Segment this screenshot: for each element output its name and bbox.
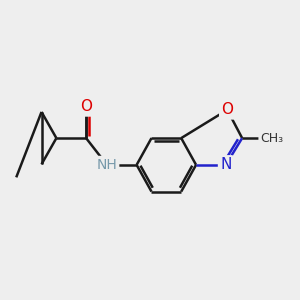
Text: O: O [221,102,233,117]
Text: NH: NH [97,158,117,172]
Text: N: N [220,158,232,172]
Text: O: O [80,99,92,114]
Text: CH₃: CH₃ [260,132,283,145]
